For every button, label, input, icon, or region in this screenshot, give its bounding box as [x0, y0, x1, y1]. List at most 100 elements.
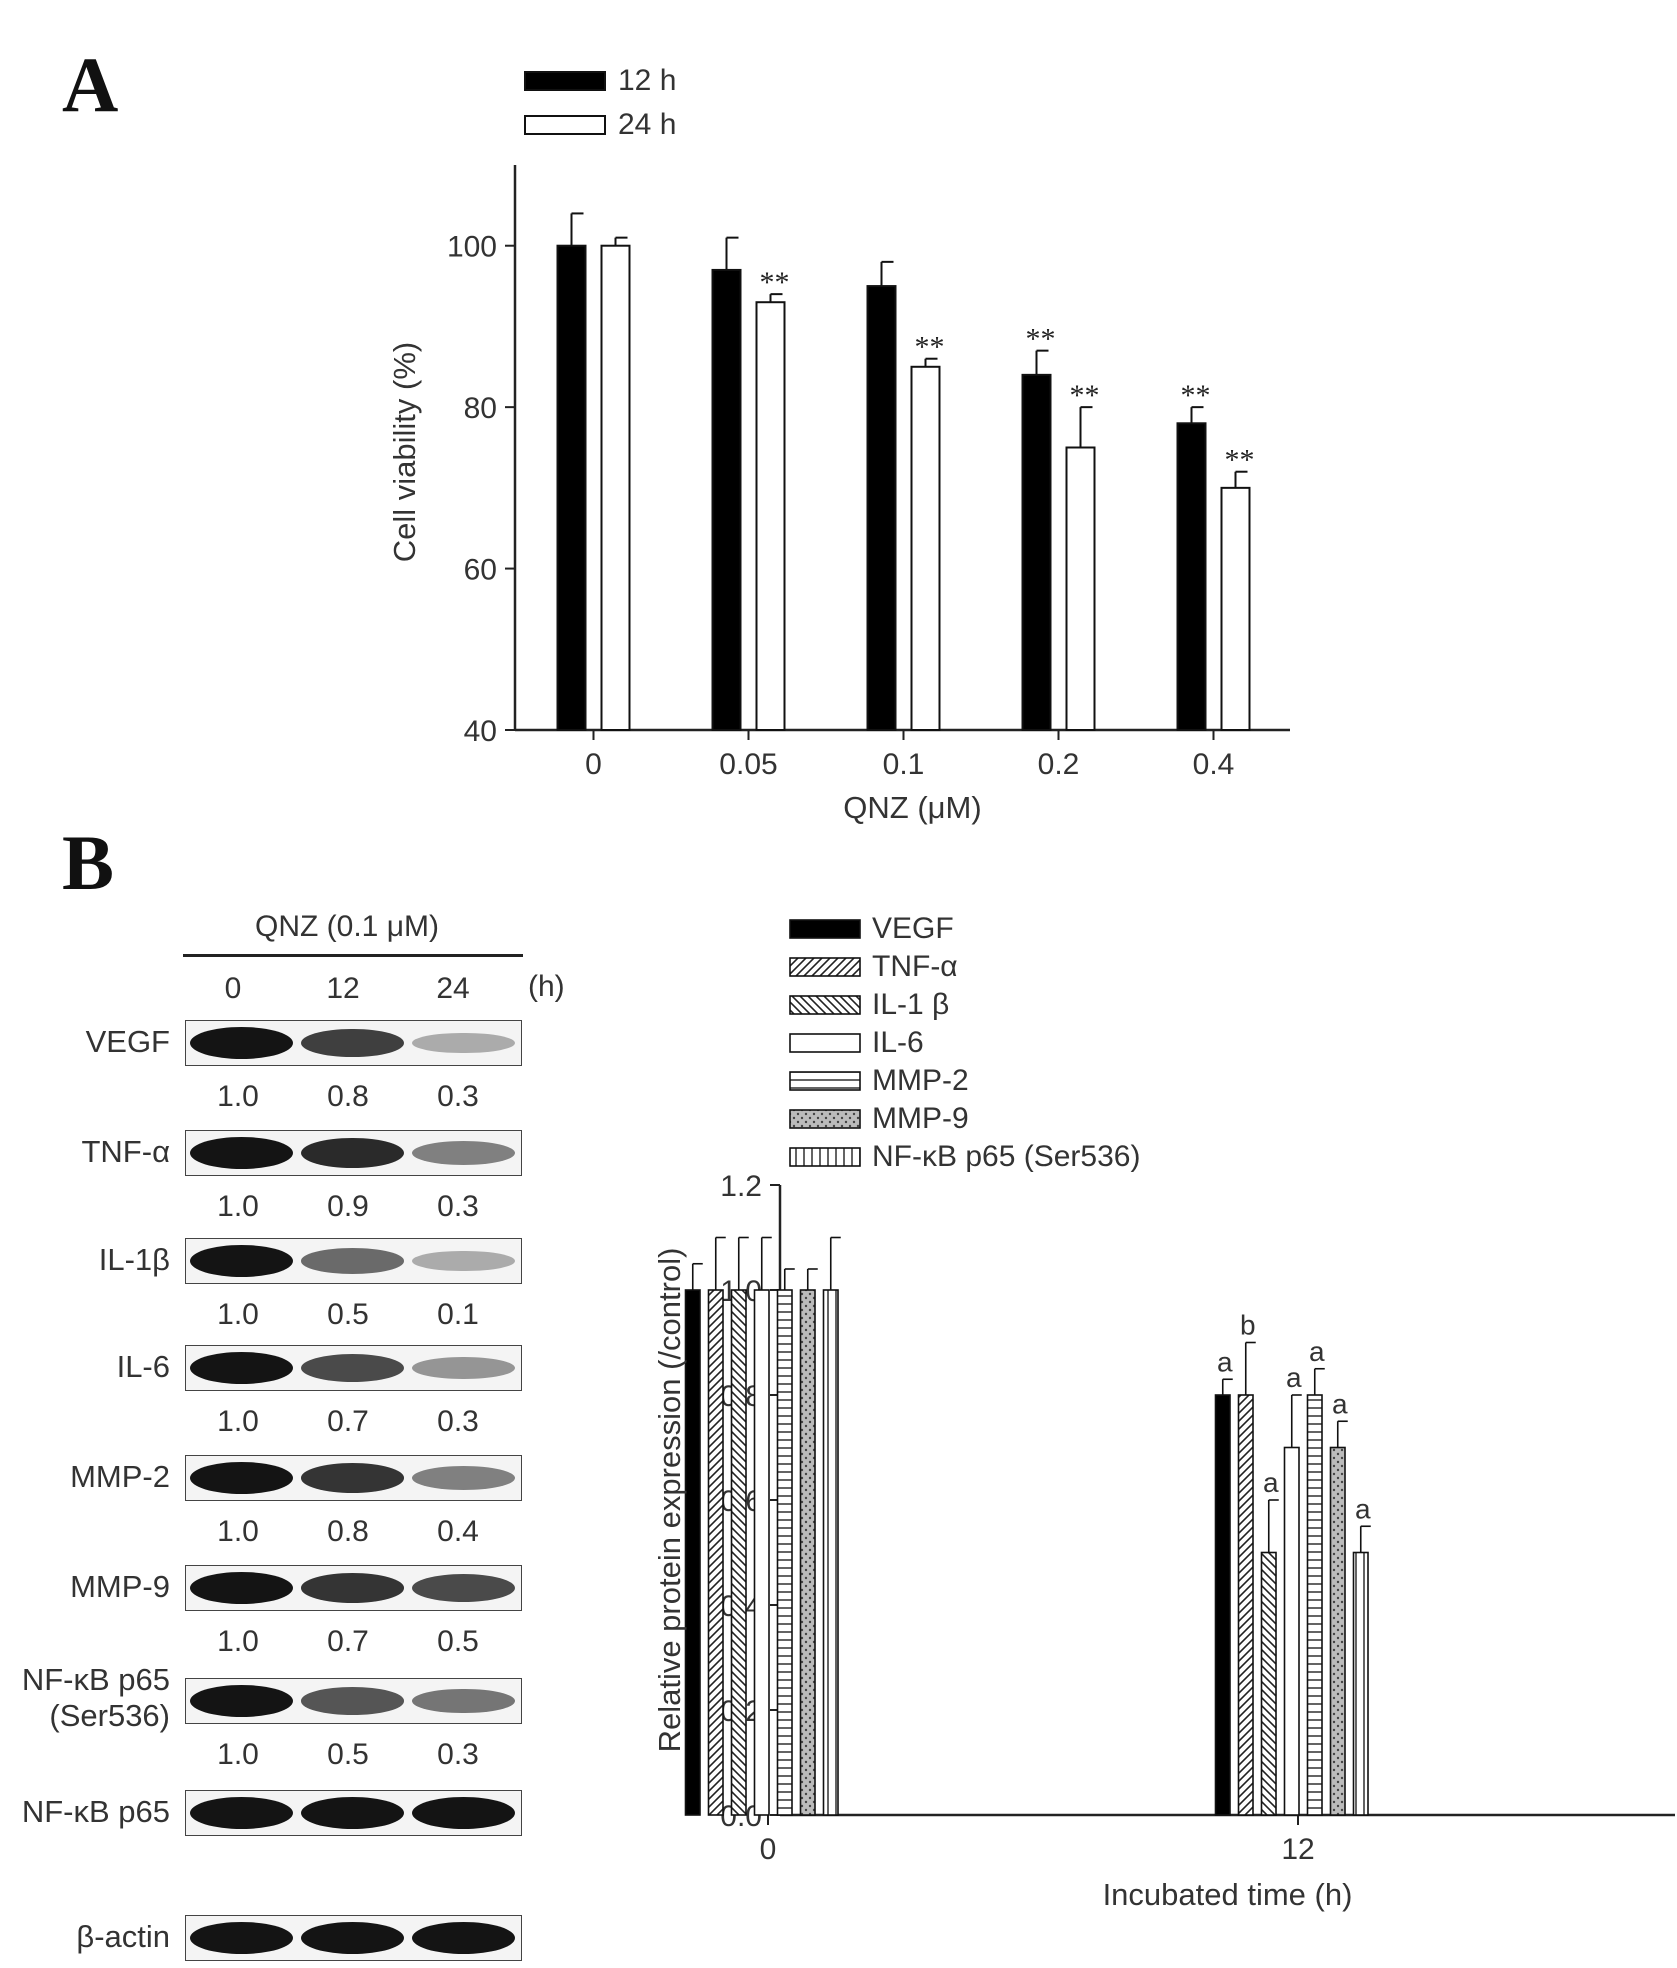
- x-tick-label: 0.1: [883, 748, 925, 781]
- blot-row-label-line: IL-1β: [98, 1242, 170, 1277]
- band-quantification: 0.3: [437, 1405, 479, 1438]
- x-axis-title: QNZ (μM): [843, 790, 981, 825]
- legend-swatch: [524, 115, 606, 135]
- blot-band: [190, 1137, 293, 1169]
- band-quantification: 0.5: [327, 1738, 369, 1771]
- lane-header: 12: [326, 972, 360, 1005]
- bar-12h-0.4: [1176, 422, 1207, 731]
- legend-label: 12 h: [618, 64, 676, 97]
- band-quantification: 1.0: [217, 1405, 259, 1438]
- blot-row-label-line: β-actin: [76, 1919, 170, 1954]
- blot-band: [301, 1028, 404, 1058]
- bar-NFBp65Ser536-0: [822, 1289, 839, 1816]
- blot-row-label-line: (Ser536): [49, 1697, 170, 1733]
- bar-MMP9-0: [799, 1289, 816, 1816]
- bar-TNF-12: [1237, 1394, 1254, 1816]
- legend-swatch: [789, 995, 861, 1015]
- bar-VEGF-0: [684, 1289, 701, 1816]
- y-axis-title: Cell viability (%): [387, 342, 422, 562]
- panel-label-a: A: [62, 41, 119, 128]
- bar-12h-0.2: [1021, 373, 1052, 731]
- blot-treatment-underline: [183, 954, 523, 957]
- bar-VEGF-12: [1214, 1394, 1231, 1816]
- legend-label: MMP-2: [872, 1064, 969, 1097]
- y-tick-label: 40: [464, 715, 497, 748]
- band-quantification: 0.3: [437, 1738, 479, 1771]
- bar-12h-0.05: [711, 268, 742, 731]
- bar-NFBp65Ser536-12: [1352, 1551, 1369, 1816]
- blot-band: [412, 1250, 515, 1272]
- legend-label: VEGF: [872, 912, 954, 945]
- significance-letter: a: [1355, 1493, 1371, 1524]
- blot-row-label: IL-1β: [0, 1242, 170, 1278]
- blot-row-label: TNF-α: [0, 1134, 170, 1170]
- significance-marker: **: [1026, 323, 1056, 356]
- blot-strip: [185, 1345, 522, 1391]
- bar-12h-0: [556, 244, 587, 731]
- bar-12h-0.1: [866, 285, 897, 731]
- blot-band: [412, 1141, 515, 1165]
- band-quantification: 0.5: [437, 1625, 479, 1658]
- band-quantification: 0.4: [437, 1515, 479, 1548]
- x-tick-label: 0.05: [719, 748, 777, 781]
- blot-band: [190, 1352, 293, 1384]
- blot-band: [190, 1462, 293, 1494]
- significance-letter: a: [1332, 1388, 1348, 1419]
- legend-swatch: [789, 957, 861, 977]
- blot-band: [301, 1797, 404, 1829]
- band-quantification: 0.8: [327, 1080, 369, 1113]
- blot-row-label-line: VEGF: [85, 1024, 170, 1059]
- blot-band: [412, 1922, 515, 1954]
- blot-strip: [185, 1238, 522, 1284]
- blot-row-label: VEGF: [0, 1024, 170, 1060]
- blot-strip: [185, 1565, 522, 1611]
- blot-band: [412, 1356, 515, 1380]
- band-quantification: 0.9: [327, 1190, 369, 1223]
- blot-band: [190, 1572, 293, 1604]
- x-tick-label: 0.4: [1193, 748, 1235, 781]
- blot-row-label-line: TNF-α: [81, 1134, 170, 1169]
- band-quantification: 1.0: [217, 1298, 259, 1331]
- panel-label-b: B: [62, 819, 115, 906]
- blot-band: [190, 1922, 293, 1954]
- band-quantification: 1.0: [217, 1190, 259, 1223]
- blot-row-label: IL-6: [0, 1349, 170, 1385]
- x-axis-title: Incubated time (h): [1103, 1877, 1353, 1912]
- blot-band: [412, 1032, 515, 1054]
- blot-row-label-line: MMP-2: [70, 1459, 170, 1494]
- significance-marker: **: [760, 266, 790, 299]
- band-quantification: 0.7: [327, 1405, 369, 1438]
- blot-row-label-line: IL-6: [116, 1349, 170, 1384]
- blot-row-label-line: NF-κB p65: [21, 1794, 170, 1829]
- x-tick-label: 0.2: [1038, 748, 1080, 781]
- legend-swatch: [789, 1147, 861, 1167]
- legend-swatch: [789, 1109, 861, 1129]
- x-tick-label: 0: [760, 1833, 777, 1866]
- legend-label: IL-6: [872, 1026, 924, 1059]
- blot-row-label-line: NF-κB p65: [21, 1662, 170, 1697]
- blot-row-label: NF-κB p65 (Ser536): [0, 1662, 170, 1733]
- significance-marker: **: [1181, 379, 1211, 412]
- blot-band: [301, 1573, 404, 1603]
- band-quantification: 1.0: [217, 1625, 259, 1658]
- protein-expression-chart: 0.00.20.40.60.81.01.2012abaaaaa24aaaaaaa…: [652, 912, 1675, 1912]
- blot-band: [190, 1685, 293, 1717]
- blot-row-label: β-actin: [0, 1919, 170, 1955]
- blot-row-label: NF-κB p65: [0, 1794, 170, 1830]
- blot-row-label-line: MMP-9: [70, 1569, 170, 1604]
- band-quantification: 0.3: [437, 1190, 479, 1223]
- bar-MMP2-12: [1306, 1394, 1323, 1816]
- blot-strip: [185, 1915, 522, 1961]
- blot-band: [301, 1248, 404, 1274]
- bar-MMP9-12: [1329, 1446, 1346, 1816]
- y-axis-title: Relative protein expression (/control): [652, 1248, 687, 1753]
- legend-swatch: [789, 1033, 861, 1053]
- significance-letter: b: [1240, 1310, 1256, 1341]
- y-tick-label: 1.2: [720, 1170, 762, 1203]
- blot-row-label: MMP-9: [0, 1569, 170, 1605]
- significance-marker: **: [1225, 444, 1255, 477]
- y-tick-label: 100: [447, 231, 497, 264]
- x-tick-label: 12: [1281, 1833, 1314, 1866]
- band-quantification: 0.7: [327, 1625, 369, 1658]
- bar-TNF-0: [707, 1289, 724, 1816]
